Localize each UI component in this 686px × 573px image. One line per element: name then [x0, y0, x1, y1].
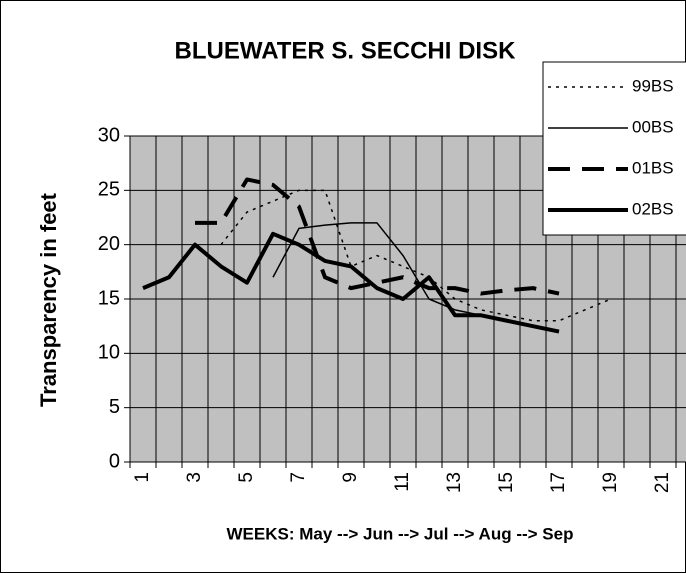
- y-tick-label: 15: [98, 287, 120, 309]
- x-tick-label: 5: [236, 472, 257, 483]
- x-tick-label: 19: [600, 472, 621, 493]
- x-tick-label: 13: [444, 472, 465, 493]
- y-tick-label: 5: [109, 396, 120, 418]
- x-axis-label: WEEKS: May --> Jun --> Jul --> Aug --> S…: [227, 524, 574, 543]
- series-line: [195, 177, 560, 296]
- legend-label: 02BS: [632, 199, 674, 218]
- y-tick-label: 10: [98, 342, 120, 364]
- x-tick-label: 3: [184, 472, 205, 483]
- y-tick-label: 0: [109, 450, 120, 472]
- x-tick-label: 9: [340, 472, 361, 483]
- series-line: [142, 231, 560, 334]
- x-tick-label: 21: [652, 472, 673, 493]
- legend-box: [542, 61, 686, 236]
- legend-label: 99BS: [632, 76, 674, 95]
- x-tick-label: 1: [132, 472, 153, 483]
- y-tick-label: 20: [98, 233, 120, 255]
- y-tick-label: 25: [98, 179, 120, 201]
- legend-label: 00BS: [632, 117, 674, 136]
- x-tick-label: 7: [288, 472, 309, 483]
- chart-title: BLUEWATER S. SECCHI DISK: [175, 37, 517, 64]
- y-tick-label: 30: [98, 124, 120, 146]
- legend-label: 01BS: [632, 158, 674, 177]
- x-tick-label: 11: [392, 472, 413, 492]
- legend: 99BS 00BS 01BS 02BS: [542, 61, 686, 236]
- series-line: [220, 189, 612, 322]
- x-tick-label: 15: [496, 472, 517, 493]
- y-axis-label: Transparency in feet: [36, 192, 61, 407]
- x-tick-label: 17: [548, 472, 569, 493]
